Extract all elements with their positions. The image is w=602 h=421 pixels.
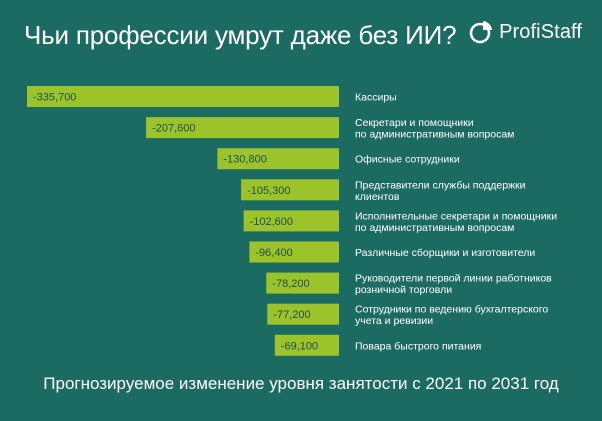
bar-1 bbox=[146, 117, 339, 139]
bar-5 bbox=[249, 241, 339, 263]
bar-value-label-7: -77,200 bbox=[273, 309, 310, 321]
category-label-6-line-1: розничной торговли bbox=[355, 284, 452, 296]
bar-3 bbox=[241, 179, 339, 201]
bar-7 bbox=[267, 303, 339, 325]
category-label-4-line-1: по административным вопросам bbox=[355, 222, 514, 234]
bar-6 bbox=[266, 272, 339, 294]
pie-logo-icon bbox=[469, 21, 493, 44]
category-label-7-line-1: учета и ревизии bbox=[355, 315, 433, 327]
category-label-0-line-0: Кассиры bbox=[355, 92, 397, 104]
category-label-5-line-0: Различные сборщики и изготовители bbox=[355, 247, 535, 259]
bar-8 bbox=[274, 334, 339, 356]
brand-name: ProfiStaff bbox=[499, 20, 582, 43]
bar-value-label-6: -78,200 bbox=[272, 278, 309, 290]
chart-title: Чьи профессии умрут даже без ИИ? bbox=[24, 20, 457, 50]
category-label-4-line-0: Исполнительные секретари и помощники bbox=[355, 210, 557, 222]
brand-logo: ProfiStaff bbox=[469, 20, 582, 44]
bar-value-label-4: -102,600 bbox=[250, 216, 293, 228]
category-label-8-line-0: Повара быстрого питания bbox=[355, 340, 481, 352]
bar-value-label-3: -105,300 bbox=[247, 185, 290, 197]
category-label-3-line-1: клиентов bbox=[355, 191, 400, 203]
category-label-7-line-0: Сотрудники по ведению бухгалтерского bbox=[355, 304, 548, 316]
bar-value-label-5: -96,400 bbox=[255, 247, 292, 259]
category-label-1-line-0: Секретари и помощники bbox=[355, 117, 474, 129]
category-label-1-line-1: по административным вопросам bbox=[355, 129, 514, 141]
bar-4 bbox=[243, 210, 339, 232]
bar-value-label-1: -207,600 bbox=[152, 123, 195, 135]
bar-value-label-8: -69,100 bbox=[281, 340, 318, 352]
bar-2 bbox=[217, 148, 339, 170]
bar-value-label-0: -335,700 bbox=[33, 92, 76, 104]
chart-subtitle: Прогнозируемое изменение уровня занятост… bbox=[43, 374, 559, 393]
category-label-3-line-0: Представители службы поддержки bbox=[355, 179, 526, 191]
bar-value-label-2: -130,800 bbox=[223, 154, 266, 166]
category-label-2-line-0: Офисные сотрудники bbox=[355, 154, 460, 166]
bar-0 bbox=[27, 86, 339, 107]
category-label-6-line-0: Руководители первой линии работников bbox=[355, 273, 552, 285]
